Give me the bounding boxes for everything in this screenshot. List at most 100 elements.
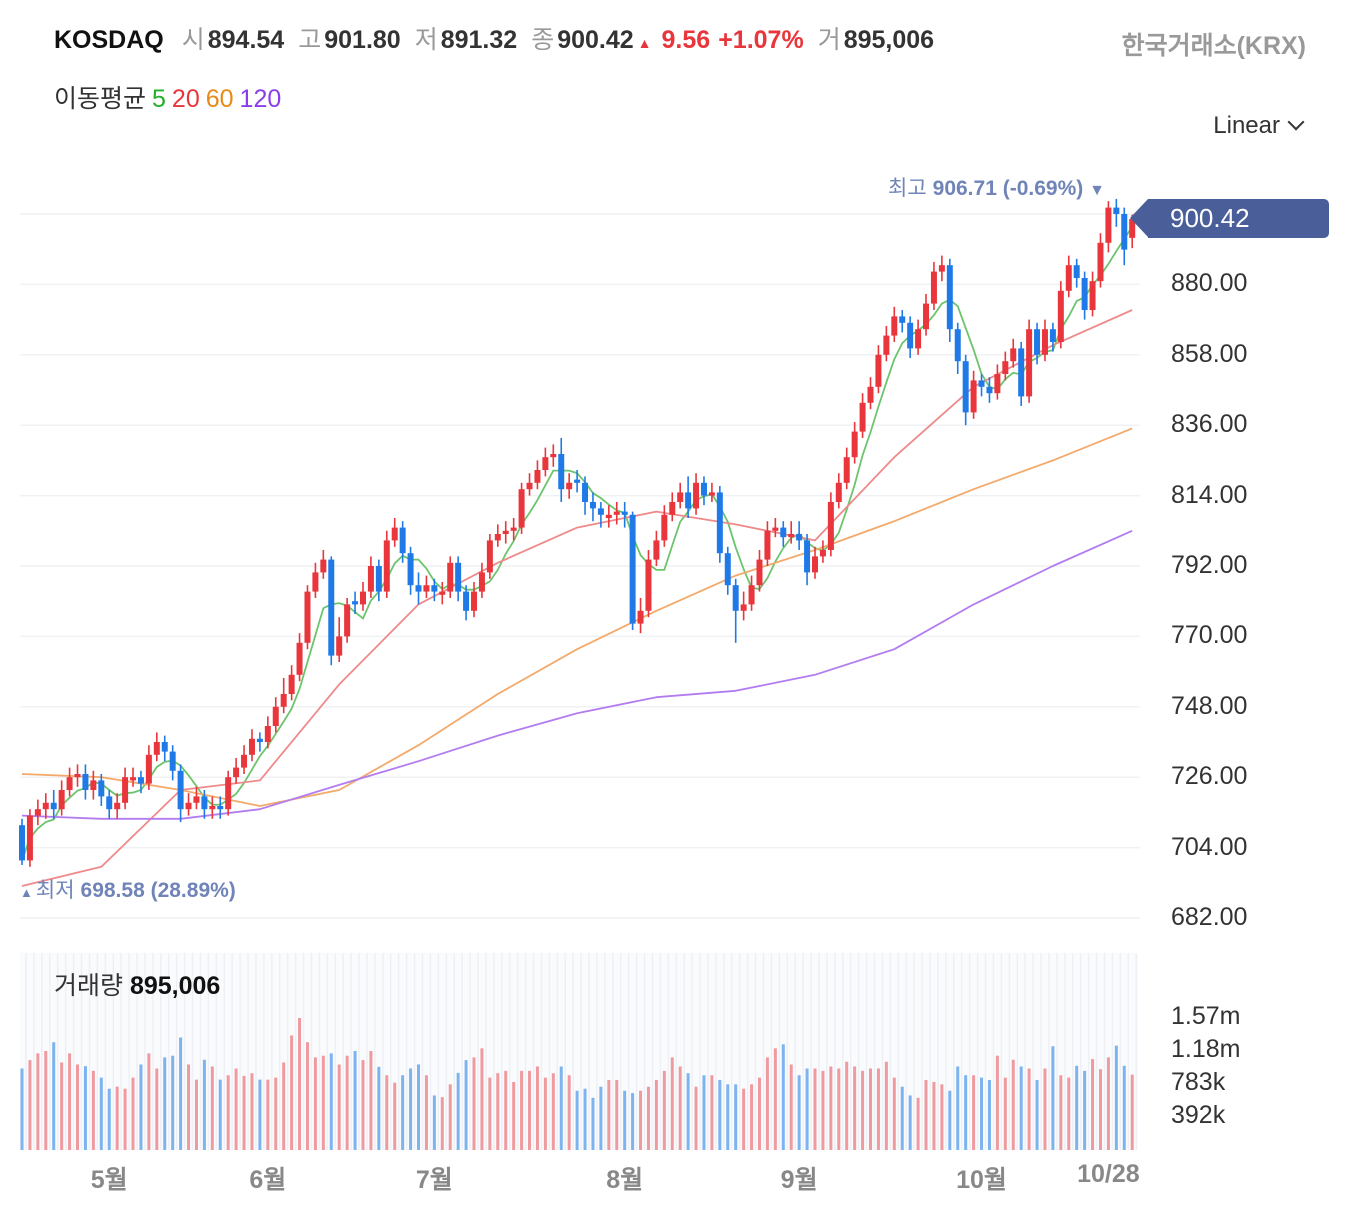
- ma-legend-20[interactable]: 20: [171, 85, 200, 113]
- candle: [550, 444, 557, 467]
- candle: [708, 482, 715, 502]
- quote-header: KOSDAQ 시 894.54 고 901.80 저 891.32 종 900.42 ▲…: [54, 20, 948, 56]
- candle-body: [764, 530, 771, 560]
- candle: [328, 556, 335, 666]
- ma-legend-5[interactable]: 5: [152, 85, 166, 113]
- volume-bar: [91, 1070, 95, 1150]
- candle-body: [502, 530, 509, 534]
- volume-bar: [670, 1057, 674, 1150]
- candle: [756, 550, 763, 592]
- volume-bar: [813, 1068, 817, 1150]
- candle-body: [589, 502, 596, 509]
- candle-body: [1113, 207, 1120, 214]
- volume-bar: [155, 1068, 159, 1150]
- volume-bar: [147, 1053, 151, 1150]
- candle: [471, 582, 478, 618]
- open-value: 894.54: [207, 26, 285, 54]
- candle-body: [439, 591, 446, 595]
- candle: [304, 585, 311, 650]
- volume-bar: [987, 1079, 991, 1150]
- volume-bar: [861, 1070, 865, 1150]
- candle-body: [605, 514, 612, 518]
- scale-dropdown[interactable]: Linear: [1213, 112, 1305, 140]
- candle: [518, 482, 525, 534]
- candle: [962, 354, 969, 426]
- candle: [597, 502, 604, 528]
- candle: [122, 767, 129, 810]
- candle: [225, 770, 232, 816]
- volume-bar: [694, 1086, 698, 1150]
- volume-bar: [789, 1064, 793, 1150]
- volume-bar: [440, 1097, 444, 1150]
- candle: [883, 326, 890, 362]
- volume-bar: [139, 1064, 143, 1150]
- candle: [1034, 322, 1041, 365]
- candle-body: [621, 511, 628, 515]
- volume-bar: [1075, 1065, 1079, 1150]
- candle-body: [978, 380, 985, 387]
- volume-bar: [496, 1073, 500, 1150]
- candle-body: [645, 559, 652, 611]
- candle: [589, 492, 596, 522]
- y-tick-label: 770.00: [1171, 621, 1248, 650]
- volume-bar: [535, 1066, 539, 1150]
- candle: [796, 521, 803, 550]
- volume-bar: [52, 1042, 56, 1150]
- low-marker: ▲ 최저 698.58 (28.89%): [20, 874, 236, 904]
- candle-body: [558, 454, 565, 490]
- candle: [169, 745, 176, 781]
- candle-body: [597, 508, 604, 515]
- candle: [558, 438, 565, 502]
- candle-body: [463, 591, 470, 611]
- candle: [1057, 281, 1064, 349]
- candle: [804, 534, 811, 586]
- change-percent: +1.07%: [718, 26, 804, 54]
- candle-body: [1034, 329, 1041, 355]
- candle-body: [367, 566, 374, 592]
- candle: [19, 818, 25, 865]
- high-label: 고: [298, 26, 322, 54]
- volume-bar: [274, 1077, 278, 1150]
- candle: [201, 790, 208, 819]
- candle-body: [708, 492, 715, 496]
- candle-body: [1121, 214, 1128, 250]
- ma-legend-120[interactable]: 120: [239, 85, 282, 113]
- volume-bar: [409, 1068, 413, 1150]
- candle-body: [700, 482, 707, 496]
- candle-body: [58, 790, 65, 810]
- volume-bar: [321, 1055, 325, 1150]
- candle-body: [1041, 329, 1048, 355]
- candle-body: [693, 482, 700, 509]
- candle-body: [145, 754, 152, 784]
- volume-bar: [1106, 1057, 1110, 1150]
- candle-body: [352, 601, 359, 605]
- candle-body: [383, 540, 390, 592]
- volume-bar: [686, 1073, 690, 1150]
- candle-body: [613, 511, 620, 515]
- candle: [383, 530, 390, 598]
- candle-body: [248, 738, 255, 755]
- triangle-up-icon: ▲: [20, 885, 33, 900]
- grid: [20, 213, 1140, 919]
- candle-body: [153, 742, 160, 755]
- volume-bar: [512, 1081, 516, 1150]
- volume-bar: [551, 1073, 555, 1150]
- ma-legend: 이동평균 5 20 60 120: [54, 79, 287, 115]
- volume-bar: [884, 1061, 888, 1150]
- candle: [1010, 338, 1017, 368]
- ma-legend-60[interactable]: 60: [205, 85, 234, 113]
- y-tick-label: 858.00: [1171, 339, 1248, 368]
- candle-body: [137, 777, 144, 784]
- candle: [352, 591, 359, 614]
- volume-bar: [131, 1077, 135, 1150]
- exchange-name: 한국거래소(KRX): [1121, 32, 1306, 60]
- candle-body: [812, 556, 818, 573]
- candle: [1049, 322, 1056, 352]
- triangle-down-icon: ▼: [1089, 182, 1105, 199]
- volume-bar: [980, 1077, 984, 1150]
- candle: [193, 786, 200, 810]
- candle-body: [233, 767, 240, 778]
- ma5-line: [21, 226, 1133, 861]
- candle: [970, 370, 977, 419]
